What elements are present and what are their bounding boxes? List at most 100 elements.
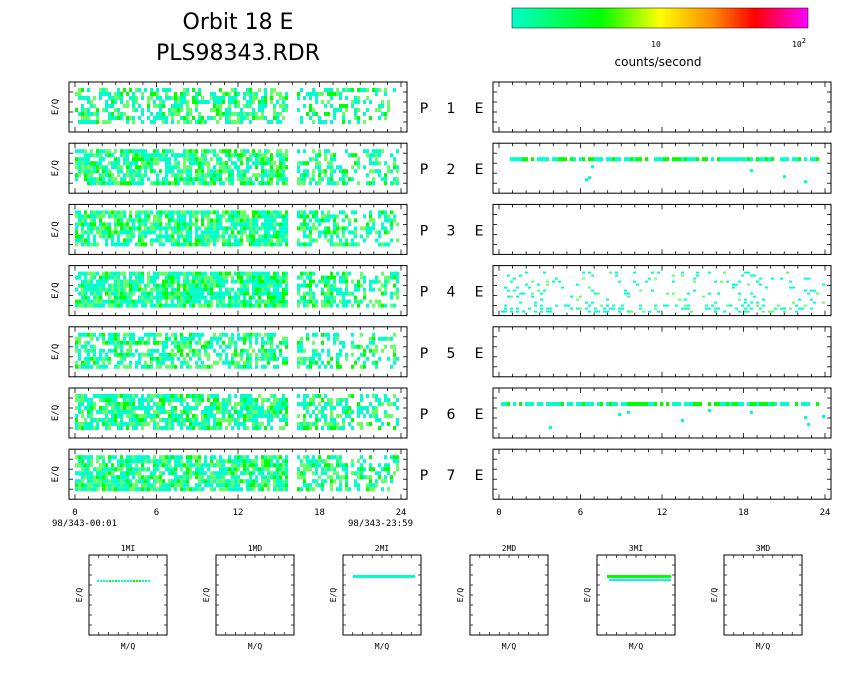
heatmap-cell	[192, 332, 195, 337]
heatmap-cell	[306, 275, 309, 280]
heatmap-cell	[267, 332, 270, 337]
heatmap-cell	[717, 307, 720, 310]
heatmap-cell	[237, 483, 240, 488]
heatmap-cell	[279, 214, 282, 219]
heatmap-cell	[255, 364, 258, 369]
heatmap-cell	[378, 214, 381, 219]
heatmap-cell	[180, 414, 183, 418]
heatmap-cell	[135, 455, 138, 460]
heatmap-cell	[312, 471, 315, 476]
heatmap-cell	[315, 226, 318, 231]
heatmap-cell	[708, 307, 711, 310]
heatmap-cell	[213, 165, 216, 170]
heatmap-cell	[525, 157, 528, 162]
heatmap-cell	[261, 181, 264, 186]
heatmap-cell	[84, 210, 87, 215]
heatmap-cell	[537, 157, 540, 162]
heatmap-cell	[264, 88, 267, 92]
heatmap-cell	[144, 222, 147, 227]
heatmap-cell	[264, 100, 267, 104]
heatmap-cell	[84, 230, 87, 235]
heatmap-cell	[117, 463, 120, 468]
heatmap-cell	[117, 426, 120, 430]
heatmap-cell	[393, 402, 396, 406]
heatmap-cell	[105, 165, 108, 170]
heatmap-cell	[339, 287, 342, 292]
heatmap-cell	[336, 463, 339, 468]
heatmap-cell	[204, 283, 207, 288]
heatmap-cell	[117, 287, 120, 292]
heatmap-cell	[111, 475, 114, 480]
heatmap-cell	[246, 299, 249, 304]
heatmap-cell	[240, 210, 243, 215]
heatmap-cell	[126, 181, 129, 186]
heatmap-cell	[315, 426, 318, 430]
heatmap-cell	[156, 340, 159, 345]
heatmap-cell	[90, 214, 93, 219]
heatmap-cell	[306, 271, 309, 276]
heatmap-cell	[228, 234, 231, 239]
heatmap-cell	[375, 479, 378, 484]
heatmap-cell	[81, 226, 84, 231]
heatmap-cell	[87, 475, 90, 480]
heatmap-cell	[90, 414, 93, 418]
heatmap-cell	[315, 92, 318, 96]
heatmap-cell	[519, 274, 522, 277]
heatmap-cell	[219, 471, 222, 476]
heatmap-cell	[387, 463, 390, 468]
heatmap-cell	[225, 226, 228, 231]
heatmap-cell	[168, 161, 171, 166]
heatmap-cell	[222, 271, 225, 276]
heatmap-cell	[231, 459, 234, 464]
heatmap-cell	[384, 92, 387, 96]
heatmap-cell	[270, 96, 273, 100]
heatmap-cell	[90, 169, 93, 174]
heatmap-cell	[213, 279, 216, 284]
heatmap-cell	[255, 226, 258, 231]
heatmap-cell	[729, 157, 732, 162]
heatmap-cell	[276, 287, 279, 292]
heatmap-cell	[123, 463, 126, 468]
heatmap-cell	[108, 120, 111, 124]
heatmap-cell	[276, 283, 279, 288]
heatmap-cell	[144, 483, 147, 488]
heatmap-cell	[132, 96, 135, 100]
heatmap-cell	[351, 332, 354, 337]
heatmap-cell	[180, 340, 183, 345]
heatmap-cell	[237, 169, 240, 174]
heatmap-cell	[393, 471, 396, 476]
heatmap-cell	[759, 307, 762, 310]
heatmap-cell	[339, 226, 342, 231]
heatmap-cell	[171, 332, 174, 337]
heatmap-cell	[264, 426, 267, 430]
heatmap-cell	[78, 169, 81, 174]
heatmap-cell	[276, 214, 279, 219]
heatmap-cell	[315, 153, 318, 158]
heatmap-cell	[372, 414, 375, 418]
heatmap-cell	[147, 279, 150, 284]
heatmap-cell	[129, 218, 132, 223]
heatmap-cell	[114, 483, 117, 488]
heatmap-cell	[363, 295, 366, 300]
heatmap-cell	[159, 96, 162, 100]
heatmap-cell	[246, 226, 249, 231]
heatmap-cell	[219, 291, 222, 296]
heatmap-cell	[699, 402, 702, 406]
heatmap-cell	[204, 463, 207, 468]
heatmap-cell	[120, 299, 123, 304]
heatmap-cell	[249, 356, 252, 361]
heatmap-cell	[90, 364, 93, 369]
heatmap-cell	[534, 301, 537, 304]
heatmap-cell	[297, 165, 300, 170]
heatmap-cell	[108, 291, 111, 296]
heatmap-cell	[138, 479, 141, 484]
heatmap-cell	[213, 92, 216, 96]
heatmap-cell	[90, 120, 93, 124]
heatmap-cell	[129, 360, 132, 365]
heatmap-cell	[87, 471, 90, 476]
heatmap-cell	[258, 153, 261, 158]
heatmap-cell	[282, 165, 285, 170]
heatmap-cell	[222, 332, 225, 337]
heatmap-cell	[345, 398, 348, 402]
heatmap-cell	[282, 299, 285, 304]
